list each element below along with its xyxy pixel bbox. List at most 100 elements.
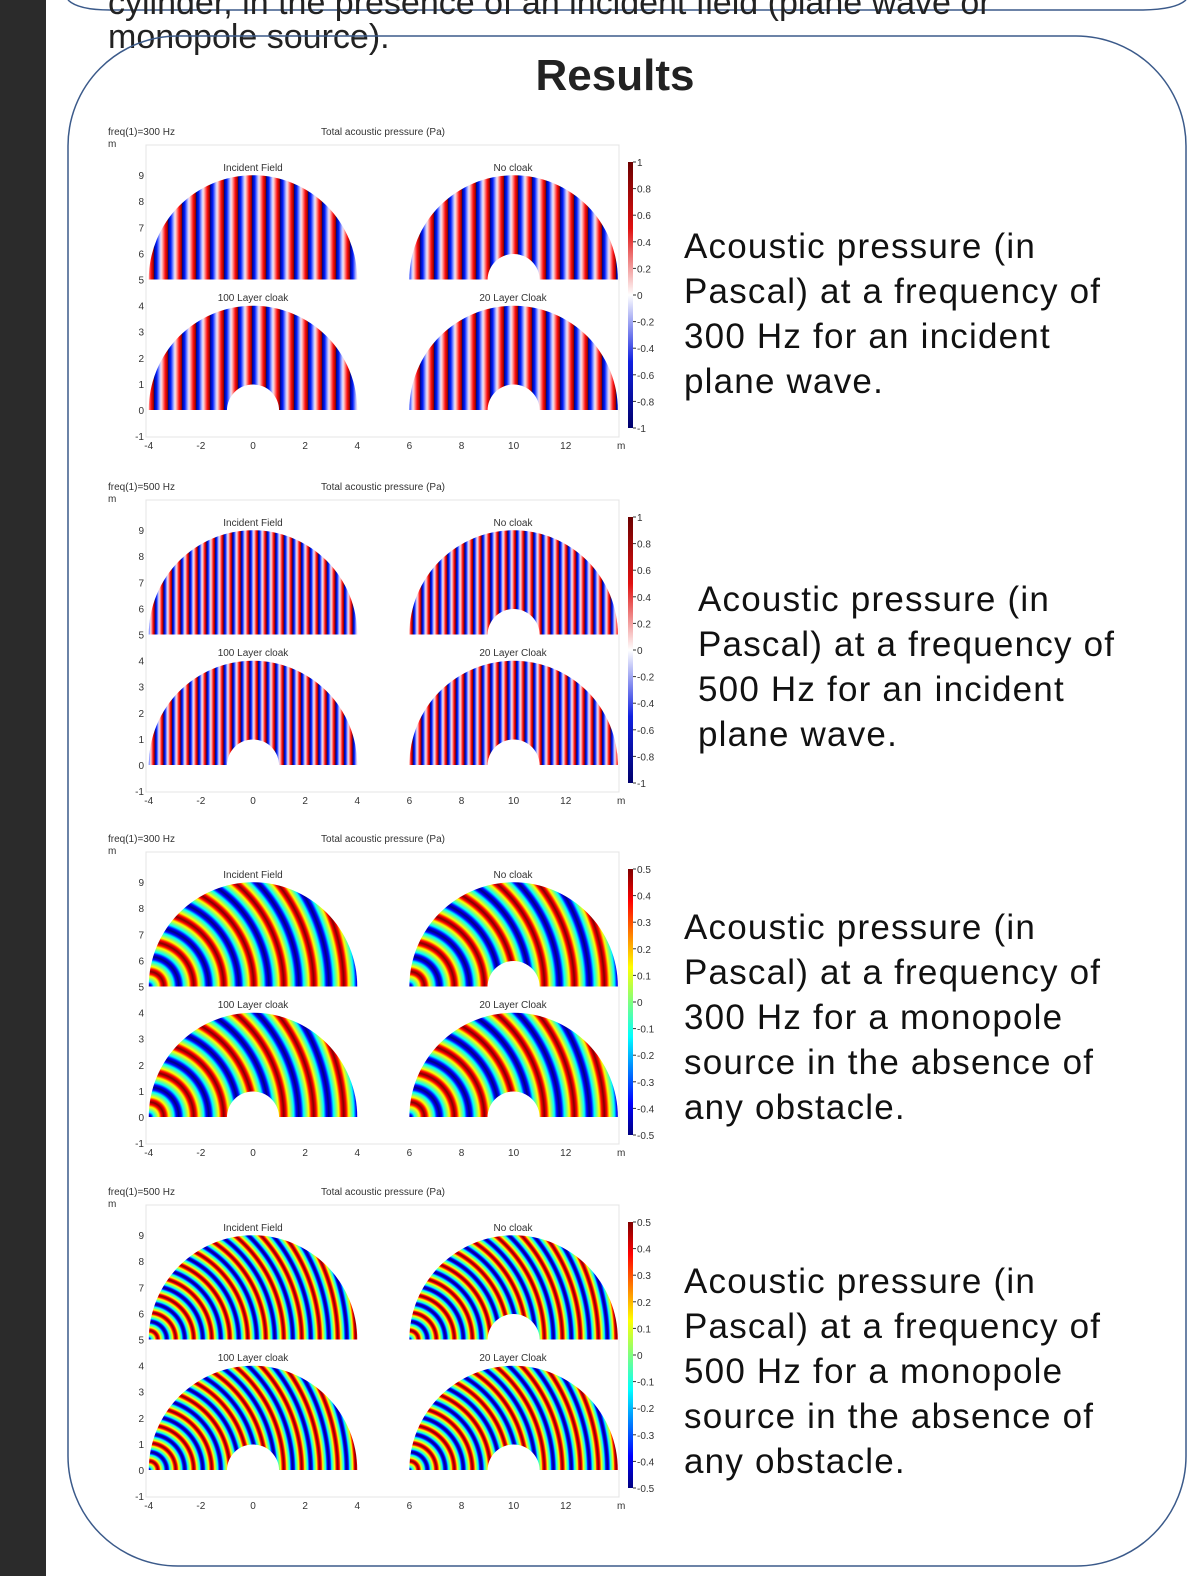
cylinder-hole — [226, 1444, 280, 1471]
y-tick-label: 9 — [138, 878, 144, 889]
x-tick-label: 8 — [459, 1148, 465, 1159]
colorbar-tick-label: -1 — [637, 424, 646, 435]
y-tick-label: 9 — [138, 526, 144, 537]
description-line: source in the absence of — [684, 1397, 1094, 1436]
y-tick-label: 7 — [138, 578, 144, 589]
field-semicircle — [148, 660, 358, 765]
cylinder-hole — [487, 1091, 540, 1118]
x-tick-label: 0 — [250, 796, 256, 807]
y-tick-label: 5 — [138, 1336, 144, 1347]
x-tick-label: -4 — [144, 796, 153, 807]
subplot-title: Incident Field — [223, 163, 282, 174]
field-semicircle — [148, 1012, 358, 1117]
description-line: any obstacle. — [684, 1442, 906, 1481]
x-tick-label: 4 — [354, 441, 360, 452]
x-tick-label: -4 — [144, 441, 153, 452]
x-tick-label: 6 — [407, 1148, 413, 1159]
subplot-title: 100 Layer cloak — [218, 648, 290, 659]
freq-label: freq(1)=500 Hz — [108, 1187, 175, 1198]
x-tick-label: 2 — [302, 441, 308, 452]
x-tick-label: 2 — [302, 1148, 308, 1159]
cylinder-hole — [487, 253, 540, 280]
colorbar-tick-label: 1 — [637, 158, 643, 169]
description-line: Pascal) at a frequency of — [684, 272, 1101, 311]
y-tick-label: -1 — [135, 1492, 144, 1503]
field-semicircle — [148, 175, 358, 280]
colorbar — [628, 517, 633, 783]
y-tick-label: 7 — [138, 930, 144, 941]
x-unit: m — [617, 796, 625, 807]
freq-label: freq(1)=300 Hz — [108, 834, 175, 845]
y-tick-label: 9 — [138, 171, 144, 182]
field-semicircle — [409, 660, 618, 765]
x-tick-label: 12 — [560, 1148, 572, 1159]
colorbar-tick-label: 0 — [637, 646, 643, 657]
subplot-title: Incident Field — [223, 1223, 282, 1234]
y-tick-label: 7 — [138, 1283, 144, 1294]
cylinder-hole — [487, 739, 540, 766]
cylinder-hole — [487, 960, 540, 987]
cylinder-hole — [487, 1444, 540, 1471]
x-tick-label: 10 — [508, 1148, 520, 1159]
y-unit: m — [108, 494, 116, 505]
x-tick-label: 0 — [250, 441, 256, 452]
field-semicircle — [409, 175, 618, 280]
field-semicircle — [148, 882, 358, 987]
x-tick-label: 0 — [250, 1148, 256, 1159]
description-line: 300 Hz for an incident — [684, 317, 1051, 356]
colorbar-tick-label: 0.1 — [637, 1324, 651, 1335]
x-tick-label: 4 — [354, 1148, 360, 1159]
y-tick-label: 3 — [138, 1388, 144, 1399]
y-tick-label: 3 — [138, 683, 144, 694]
header-line: monopole source). — [108, 18, 390, 56]
y-tick-label: 4 — [138, 657, 144, 668]
x-tick-label: 6 — [407, 796, 413, 807]
plot-frame — [145, 851, 620, 1145]
y-tick-label: 1 — [138, 1087, 144, 1098]
colorbar-tick-label: 0.5 — [637, 1218, 651, 1229]
x-tick-label: -2 — [196, 1501, 205, 1512]
description-line: source in the absence of — [684, 1043, 1094, 1082]
y-tick-label: 2 — [138, 1414, 144, 1425]
x-tick-label: -4 — [144, 1148, 153, 1159]
x-tick-label: -2 — [196, 441, 205, 452]
plot-title: Total acoustic pressure (Pa) — [321, 1187, 445, 1198]
plot-frame — [145, 499, 620, 793]
colorbar-tick-label: -0.8 — [637, 397, 655, 408]
results-box — [67, 35, 1187, 1567]
colorbar — [628, 869, 633, 1135]
y-tick-label: 6 — [138, 956, 144, 967]
x-tick-label: 4 — [354, 1501, 360, 1512]
x-tick-label: 10 — [508, 441, 520, 452]
x-tick-label: 4 — [354, 796, 360, 807]
subplot-title: 20 Layer Cloak — [479, 648, 547, 659]
colorbar-tick-label: -0.3 — [637, 1078, 655, 1089]
panels: freq(1)=300 Hz m Total acoustic pressure (… — [108, 127, 1114, 1512]
y-tick-label: 4 — [138, 1362, 144, 1373]
results-title: Results — [536, 51, 695, 100]
x-tick-label: 8 — [459, 1501, 465, 1512]
colorbar-tick-label: -0.6 — [637, 726, 655, 737]
colorbar — [628, 162, 633, 428]
y-tick-label: -1 — [135, 787, 144, 798]
subplot-title: No cloak — [494, 163, 534, 174]
y-tick-label: 2 — [138, 1061, 144, 1072]
colorbar-tick-label: -0.4 — [637, 699, 655, 710]
y-tick-label: -1 — [135, 432, 144, 443]
y-unit: m — [108, 1199, 116, 1210]
subplot-title: 100 Layer cloak — [218, 1353, 290, 1364]
colorbar-tick-label: -0.1 — [637, 1378, 655, 1389]
plot-title: Total acoustic pressure (Pa) — [321, 127, 445, 138]
colorbar-tick-label: 0.2 — [637, 945, 651, 956]
cylinder-hole — [226, 384, 280, 411]
y-tick-label: 9 — [138, 1231, 144, 1242]
field-semicircle — [409, 882, 618, 987]
y-tick-label: 8 — [138, 197, 144, 208]
colorbar-tick-label: 0.2 — [637, 619, 651, 630]
colorbar-tick-label: 0 — [637, 291, 643, 302]
colorbar-tick-label: -0.2 — [637, 1404, 655, 1415]
description-line: Acoustic pressure (in — [684, 1262, 1036, 1301]
subplot-title: No cloak — [494, 870, 534, 881]
colorbar-tick-label: 0.3 — [637, 918, 651, 929]
